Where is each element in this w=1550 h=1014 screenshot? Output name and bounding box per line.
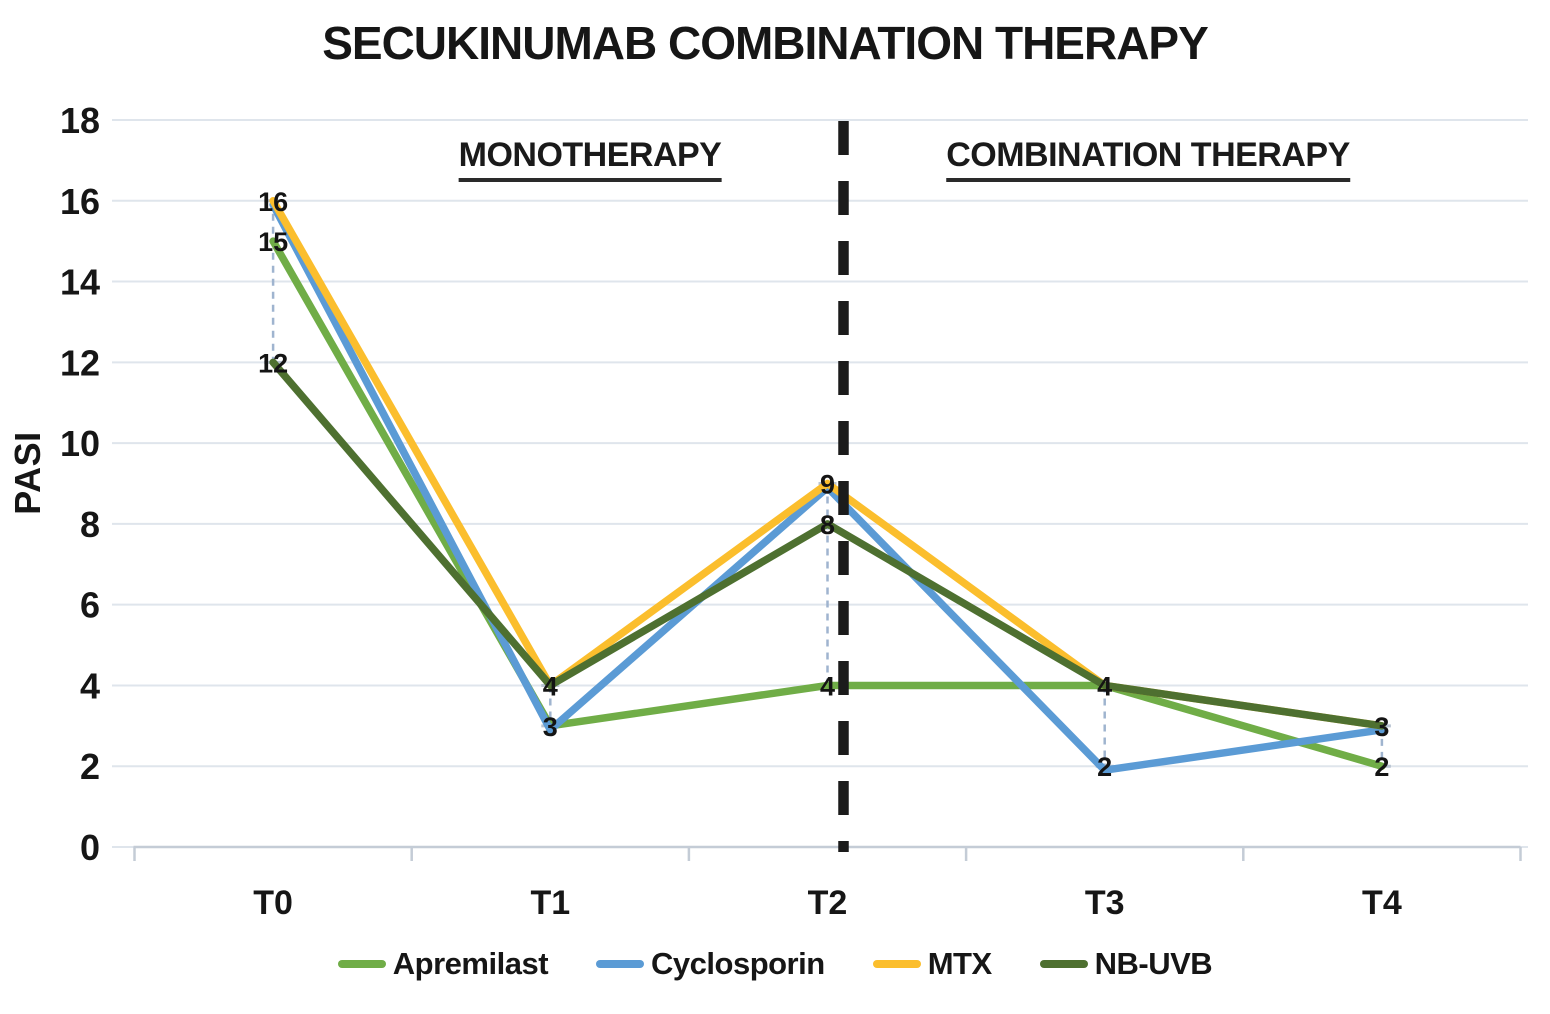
y-tick-label: 4 — [80, 665, 100, 706]
region-label-combination-therapy: COMBINATION THERAPY — [946, 136, 1350, 182]
series-line-nb-uvb — [269, 358, 1386, 730]
series-line-mtx — [269, 197, 1386, 730]
y-tick-label: 12 — [60, 342, 100, 383]
data-label: 4 — [820, 671, 835, 701]
legend-swatch — [337, 960, 386, 968]
legend-item-apremilast: Apremilast — [337, 946, 549, 982]
y-tick-label: 6 — [80, 585, 100, 626]
legend-label: MTX — [927, 946, 992, 981]
data-label: 2 — [1097, 752, 1112, 782]
data-label: 15 — [258, 227, 288, 257]
chart-title: SECUKINUMAB COMBINATION THERAPY — [322, 17, 1209, 69]
region-label-monotherapy: MONOTHERAPY — [458, 136, 722, 182]
x-tick-label: T2 — [808, 884, 848, 922]
data-label: 9 — [820, 470, 835, 500]
series-line-apremilast — [269, 237, 1386, 770]
legend-label: Cyclosporin — [651, 946, 825, 981]
data-label: 4 — [543, 671, 558, 701]
legend-swatch — [596, 960, 645, 968]
legend-item-nb-uvb: NB-UVB — [1039, 946, 1213, 982]
legend-swatch — [872, 960, 921, 968]
x-tick-label: T3 — [1085, 884, 1125, 922]
data-label: 2 — [1374, 752, 1389, 782]
data-label: 3 — [543, 712, 558, 742]
legend-item-mtx: MTX — [872, 946, 992, 982]
legend-swatch — [1039, 960, 1088, 968]
y-tick-label: 0 — [80, 827, 100, 868]
y-tick-label: 18 — [60, 100, 100, 141]
y-tick-label: 14 — [60, 262, 100, 303]
chart-legend: Apremilast Cyclosporin MTX NB-UVB — [0, 946, 1550, 982]
data-label: 8 — [820, 510, 835, 540]
y-tick-label: 16 — [60, 181, 100, 222]
y-tick-label: 10 — [60, 423, 100, 464]
legend-label: Apremilast — [392, 946, 549, 981]
data-label: 16 — [258, 187, 288, 217]
y-tick-label: 8 — [80, 504, 100, 545]
data-label: 12 — [258, 348, 288, 378]
x-tick-label: T4 — [1362, 884, 1402, 922]
legend-label: NB-UVB — [1094, 946, 1213, 981]
y-tick-label: 2 — [80, 746, 100, 787]
data-label: 4 — [1097, 671, 1112, 701]
x-tick-label: T1 — [530, 884, 570, 922]
data-label: 3 — [1374, 712, 1389, 742]
x-tick-label: T0 — [253, 884, 293, 922]
legend-item-cyclosporin: Cyclosporin — [596, 946, 825, 982]
